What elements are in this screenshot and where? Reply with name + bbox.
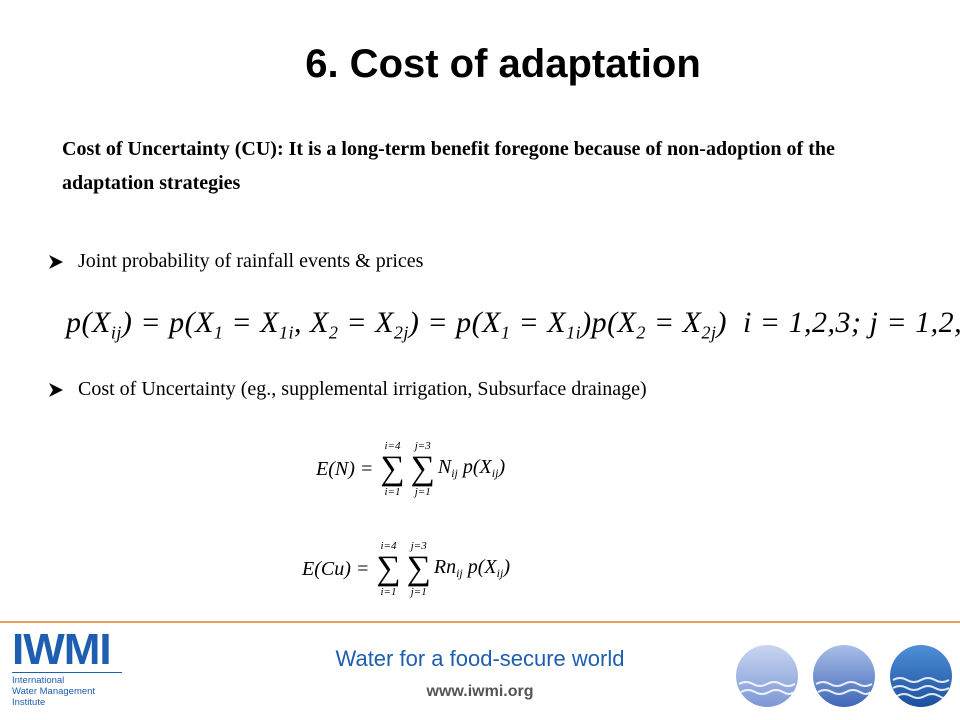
summation: i=4 ∑ i=1: [380, 440, 404, 498]
math-text: E(Cu) =: [302, 557, 370, 580]
definition: Cost of Uncertainty (CU): It is a long-t…: [62, 138, 835, 194]
math-subscript: 2j: [393, 322, 409, 343]
math-term: Nij p(Xij): [438, 456, 505, 481]
slide-title: 6. Cost of adaptation: [305, 42, 701, 86]
url: www.iwmi.org: [426, 683, 534, 700]
sum-lower: j=1: [414, 486, 431, 498]
math-text: )p(X: [581, 306, 637, 339]
math-subscript: ij: [451, 466, 458, 481]
math-text: ): [498, 456, 506, 479]
equation: p(Xij) = p(X1 = X1i, X2 = X2j) = p(X1 = …: [66, 306, 960, 343]
logo-mark: IWMI: [12, 625, 112, 674]
math-subscript: 1: [213, 322, 224, 343]
equation: E(N) = i=4 ∑ i=1 j=3 ∑ j=1 Nij p(Xij): [316, 440, 505, 498]
math-subscript: 1i: [278, 322, 294, 343]
math-text: = X: [223, 306, 279, 339]
sum-upper: i=4: [384, 440, 401, 452]
math-subscript: ij: [496, 566, 504, 581]
sum-lower: i=1: [384, 486, 401, 498]
bullet-arrow: [49, 254, 63, 269]
tagline: Water for a food-secure world: [335, 646, 625, 671]
math-text: , X: [294, 306, 329, 339]
math-subscript: 2: [636, 322, 646, 343]
sum-upper: j=3: [410, 540, 427, 552]
math-subscript: ij: [110, 322, 122, 343]
logo-name: International Water Management Institute: [12, 672, 122, 708]
summation: j=3 ∑ j=1: [407, 540, 431, 598]
math-subscript: ij: [456, 566, 463, 581]
math-text: N: [437, 456, 452, 479]
math-text: p(X: [457, 456, 492, 479]
sum-upper: i=4: [380, 540, 397, 552]
sum-symbol: ∑: [406, 550, 431, 587]
summation: j=3 ∑ j=1: [411, 440, 435, 498]
sum-lower: j=1: [410, 586, 427, 598]
bullet-arrow: [49, 382, 63, 397]
logo: IWMI International Water Management Inst…: [12, 628, 122, 708]
math-text: = X: [645, 306, 702, 339]
math-subscript: 2j: [701, 322, 717, 343]
bullet-text: Cost of Uncertainty (eg., supplemental i…: [78, 378, 647, 400]
math-text: E(N) =: [316, 457, 374, 480]
sum-lower: i=1: [380, 586, 397, 598]
math-text: Rn: [433, 556, 457, 579]
sum-symbol: ∑: [380, 450, 405, 487]
math-subscript: 1: [500, 322, 511, 343]
logo-line: International: [12, 675, 65, 686]
bullet-item: Joint probability of rainfall events & p…: [48, 250, 423, 273]
summation: i=4 ∑ i=1: [376, 540, 400, 598]
sum-symbol: ∑: [410, 450, 435, 487]
math-text: p(X: [66, 306, 111, 339]
math-text: p(X: [462, 556, 497, 579]
math-text: = X: [338, 306, 394, 339]
math-subscript: ij: [491, 466, 499, 481]
sum-upper: j=3: [414, 440, 431, 452]
math-term: Rnij p(Xij): [434, 556, 510, 581]
decor-circles: [736, 645, 952, 707]
bullet-text: Joint probability of rainfall events & p…: [78, 250, 424, 272]
math-text: ) = p(X: [121, 306, 214, 339]
math-subscript: 1i: [566, 322, 582, 343]
logo-line: Water Management: [12, 686, 96, 697]
bullet-item: Cost of Uncertainty (eg., supplemental i…: [48, 378, 647, 401]
sum-symbol: ∑: [376, 550, 401, 587]
math-subscript: 2: [328, 322, 339, 343]
math-text: ) i = 1,2,3; j = 1,2,3,4: [716, 306, 960, 339]
math-text: ) = p(X: [408, 306, 501, 339]
math-text: = X: [510, 306, 567, 339]
logo-line: Institute: [12, 697, 46, 708]
equation: E(Cu) = i=4 ∑ i=1 j=3 ∑ j=1 Rnij p(Xij): [302, 540, 510, 598]
math-text: ): [503, 556, 510, 579]
footer-rule: [0, 621, 960, 623]
